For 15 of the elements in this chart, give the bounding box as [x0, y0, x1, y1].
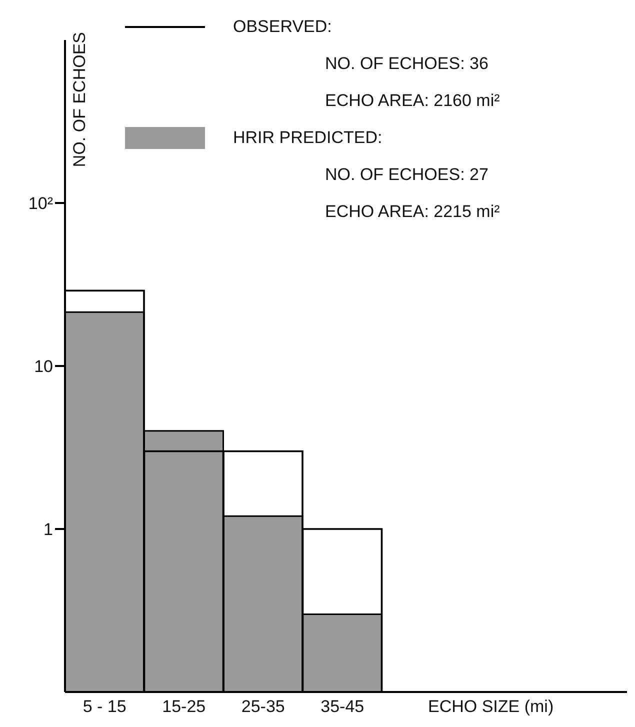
- legend-label: HRIR PREDICTED:: [233, 127, 382, 149]
- x-tick-label: 15-25: [162, 697, 206, 716]
- y-tick-label: 10: [34, 357, 53, 376]
- annotation: ECHO AREA: 2160 mi²: [324, 90, 501, 112]
- x-tick-label: 35-45: [320, 697, 364, 716]
- x-axis-title: ECHO SIZE (mi): [428, 697, 554, 717]
- annotation: NO. OF ECHOES: 36: [324, 53, 490, 75]
- y-tick-label: 1: [44, 520, 53, 540]
- legend-label: OBSERVED:: [233, 16, 332, 38]
- annotation: ECHO AREA: 2215 mi²: [324, 201, 501, 223]
- y-axis-title: NO. OF ECHOES: [70, 32, 90, 168]
- x-tick-label: 25-35: [241, 697, 285, 716]
- annotation: NO. OF ECHOES: 27: [324, 164, 490, 186]
- y-tick-label: 10²: [28, 194, 54, 214]
- x-tick-label: 5 - 15: [82, 697, 126, 716]
